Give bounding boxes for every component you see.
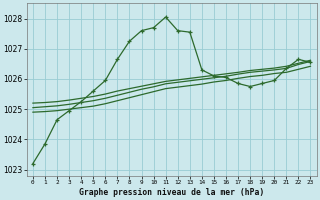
X-axis label: Graphe pression niveau de la mer (hPa): Graphe pression niveau de la mer (hPa) [79, 188, 264, 197]
